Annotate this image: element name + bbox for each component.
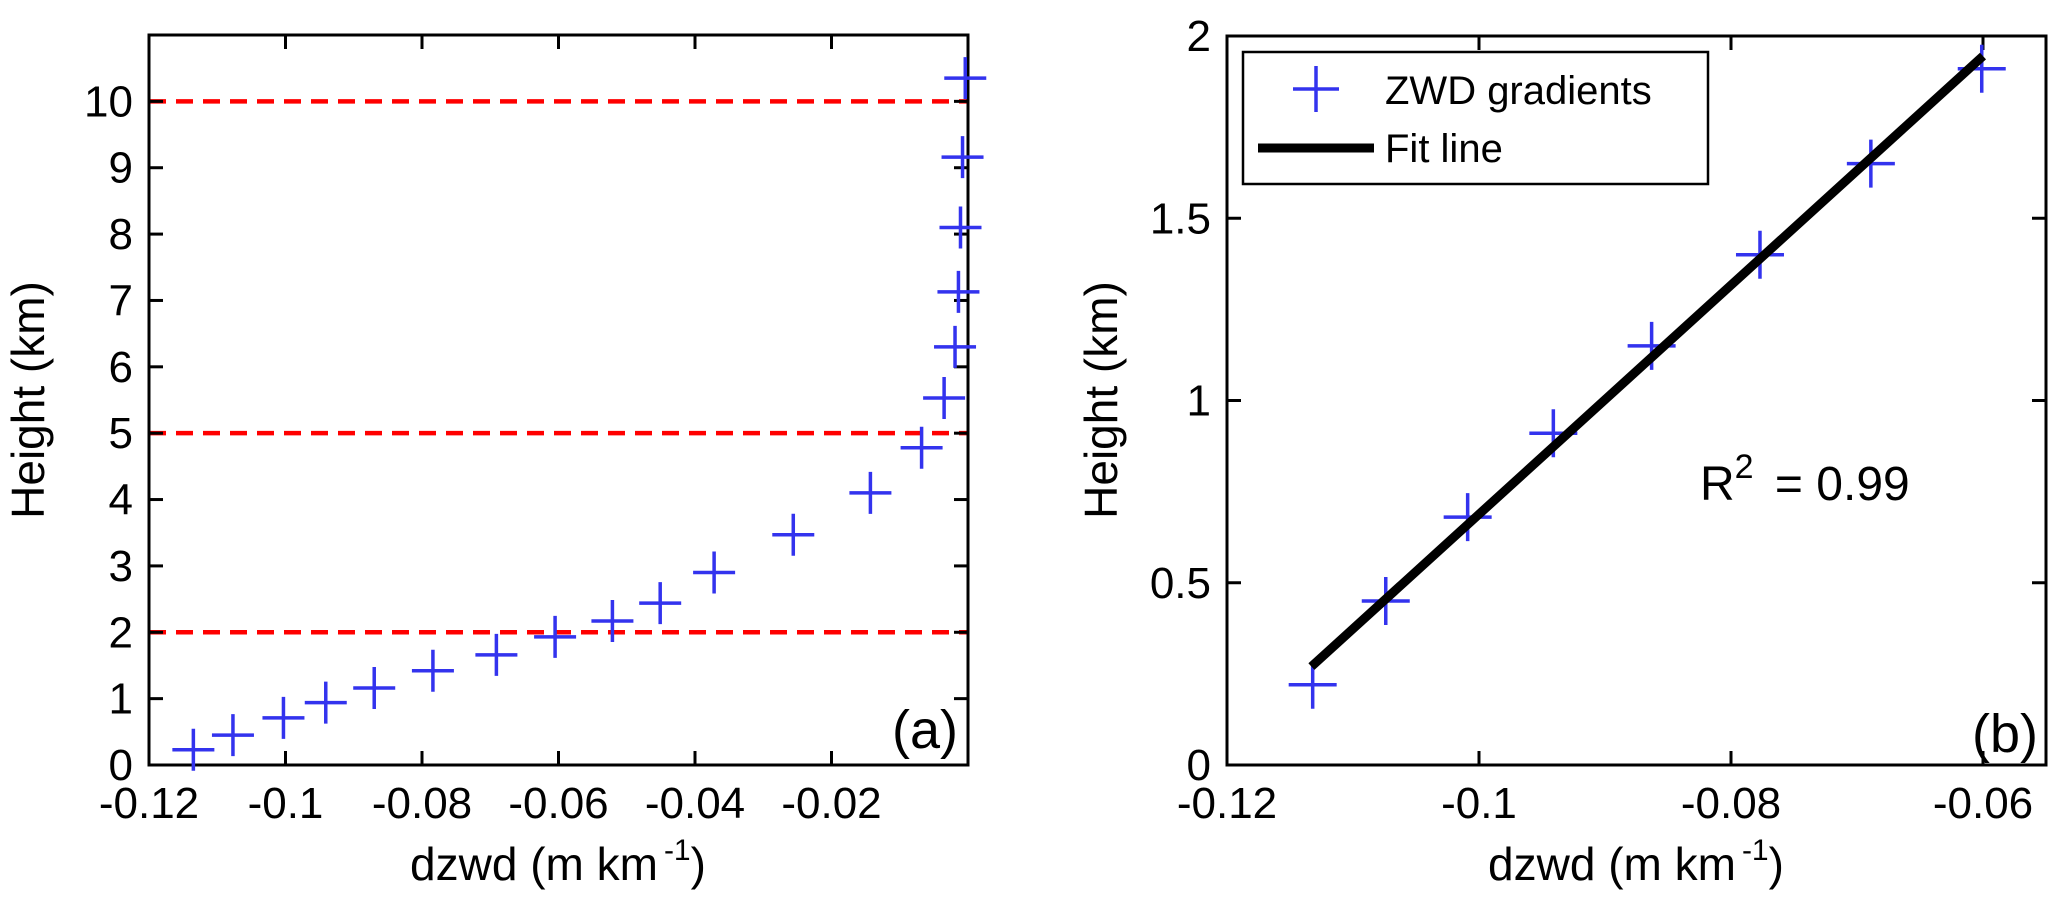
plus-marker <box>923 377 966 420</box>
x-tick-label: -0.08 <box>1681 779 1781 828</box>
y-tick-label: 10 <box>84 77 133 126</box>
plus-marker <box>937 270 980 313</box>
plus-marker <box>591 599 634 642</box>
r2-base: R <box>1700 458 1735 511</box>
xaxis-label-superscript: -1 <box>1742 834 1769 867</box>
panel-b-xaxis-label: dzwd (m km -1) <box>1488 834 1784 890</box>
y-tick-label: 6 <box>109 343 133 392</box>
y-tick-label: 1 <box>109 675 133 724</box>
legend: ZWD gradients Fit line <box>1241 50 1710 186</box>
x-tick-label: -0.1 <box>248 779 324 828</box>
axes-box <box>147 33 970 767</box>
plus-marker <box>534 615 577 658</box>
plus-marker <box>639 582 682 625</box>
y-tick-label: 9 <box>109 144 133 193</box>
panel-b-yaxis-label: Height (km) <box>1075 281 1127 519</box>
y-tick-label: 0 <box>1187 741 1211 790</box>
x-tick-label: -0.02 <box>781 779 881 828</box>
plus-marker <box>353 667 396 710</box>
plus-marker <box>939 206 982 249</box>
plus-marker <box>772 513 815 556</box>
scatter-series-zwd-gradients <box>172 57 987 771</box>
legend-plus-marker-icon <box>1293 66 1339 112</box>
y-tick-label: 7 <box>109 276 133 325</box>
fit-line <box>1308 52 1987 670</box>
plus-marker <box>304 681 347 724</box>
y-tick-label: 1 <box>1187 377 1211 426</box>
xaxis-label-superscript: -1 <box>664 834 691 867</box>
plus-marker <box>900 426 943 469</box>
y-tick-label: 2 <box>1187 12 1211 61</box>
panel-a-xaxis-label: dzwd (m km -1) <box>410 834 706 890</box>
panel-a: -0.12 -0.1 -0.08 -0.06 -0.04 -0.02 0 1 2 3 4 5 6 7 8 9 1… <box>2 33 987 890</box>
xaxis-label-close: ) <box>691 838 706 890</box>
r2-superscript: 2 <box>1735 448 1754 486</box>
y-tick-label: 1.5 <box>1150 194 1211 243</box>
r2-value: = 0.99 <box>1762 458 1910 511</box>
legend-label-fit-line: Fit line <box>1385 127 1503 171</box>
panel-b-axes-and-data: -0.12 -0.1 -0.08 -0.06 0 0.5 1 1.5 2 <box>1150 12 2048 828</box>
plus-marker <box>1288 660 1337 709</box>
plus-marker <box>944 57 987 100</box>
panel-a-yaxis-label: Height (km) <box>2 281 54 519</box>
x-tick-label: -0.1 <box>1441 779 1517 828</box>
plus-marker <box>262 696 305 739</box>
panel-a-letter: (a) <box>892 700 958 760</box>
y-tick-label: 4 <box>109 476 133 525</box>
x-tick-label: -0.06 <box>1933 779 2033 828</box>
r-squared-annotation: R2 = 0.99 <box>1700 448 1910 511</box>
y-tick-label: 0 <box>109 741 133 790</box>
legend-frame <box>1241 50 1710 186</box>
x-tick-label: -0.04 <box>645 779 745 828</box>
xaxis-label-main: dzwd (m km <box>1488 838 1736 890</box>
plus-marker <box>172 728 215 771</box>
xaxis-label-main: dzwd (m km <box>410 838 658 890</box>
plus-marker <box>849 471 892 514</box>
panel-a-axes-and-data: -0.12 -0.1 -0.08 -0.06 -0.04 -0.02 0 1 2 3 4 5 6 7 8 9 1… <box>84 33 987 828</box>
y-tick-label: 5 <box>109 409 133 458</box>
legend-label-zwd-gradients: ZWD gradients <box>1385 69 1652 113</box>
plus-marker <box>693 551 736 594</box>
plus-marker <box>475 633 518 676</box>
plus-marker <box>941 136 984 179</box>
panel-b-letter: (b) <box>1972 704 2038 764</box>
plus-marker <box>211 714 254 757</box>
plus-marker <box>934 325 977 368</box>
x-tick-label: -0.08 <box>372 779 472 828</box>
x-tick-label: -0.06 <box>508 779 608 828</box>
xaxis-label-close: ) <box>1769 838 1784 890</box>
y-tick-label: 2 <box>109 608 133 657</box>
x-tick-label: -0.12 <box>1177 779 1277 828</box>
x-tick-label: -0.12 <box>99 779 199 828</box>
plus-marker <box>1443 493 1492 542</box>
y-tick-label: 8 <box>109 210 133 259</box>
y-tick-label: 0.5 <box>1150 559 1211 608</box>
plus-marker <box>411 649 454 692</box>
y-tick-label: 3 <box>109 542 133 591</box>
